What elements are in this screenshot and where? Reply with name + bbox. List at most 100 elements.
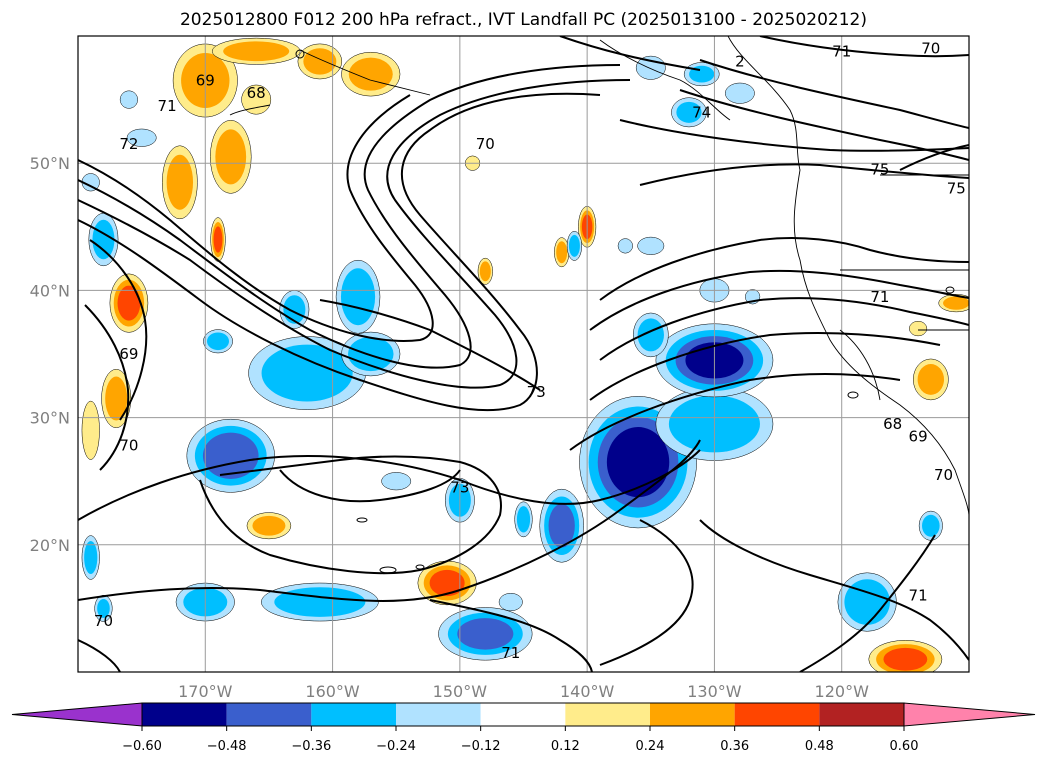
negative-anomaly-25 (635, 55, 666, 80)
shade-level (84, 541, 98, 575)
shade-level (556, 241, 568, 264)
negative-anomaly-10 (381, 472, 412, 491)
negative-anomaly-5 (279, 290, 310, 329)
contour-line (699, 519, 969, 661)
contour-line (78, 64, 621, 369)
plot-area (78, 36, 969, 672)
contour-line (589, 332, 941, 401)
colorbar-tick-label: 0.48 (805, 739, 834, 754)
lon-tick-label: 170°W (178, 682, 233, 701)
positive-anomaly-20 (868, 640, 943, 672)
positive-anomaly-19 (938, 294, 969, 313)
negative-anomaly-20 (637, 236, 665, 255)
shade-level (676, 101, 702, 123)
lon-tick-label: 120°W (815, 682, 870, 701)
positive-anomaly-14 (477, 257, 493, 285)
island (945, 286, 955, 294)
contour-line (78, 639, 121, 672)
shade-level (922, 514, 940, 537)
negative-anomaly-6 (248, 336, 366, 410)
positive-anomaly-8 (109, 273, 149, 333)
coastline (229, 104, 271, 116)
shade-level (303, 48, 337, 75)
positive-anomaly-13 (554, 237, 570, 268)
shade-level (340, 268, 376, 326)
colorbar-segment (226, 703, 312, 726)
lon-tick-label: 150°W (433, 682, 488, 701)
negative-anomaly-14 (579, 396, 697, 529)
shade-level (516, 506, 531, 533)
contour-label: 71 (832, 42, 851, 60)
colorbar-segment (565, 703, 650, 726)
contour-line (84, 304, 130, 471)
colorbar-frame (141, 702, 905, 727)
lon-tick-label: 130°W (687, 682, 742, 701)
axis-ticks: 170°W 160°W 150°W 140°W 130°W 120°W 20°N 30°N 40… (30, 154, 869, 701)
contour-line (799, 534, 936, 672)
contour-line (759, 36, 969, 58)
contour-label: 2 (735, 52, 745, 70)
shade-level (381, 472, 412, 491)
shade-level (548, 503, 575, 548)
contour-line (279, 469, 461, 503)
contour-label: 68 (247, 84, 266, 102)
contour-line (199, 455, 502, 575)
positive-anomaly-10 (81, 400, 100, 460)
shade-level (635, 55, 666, 80)
contour-label: 71 (870, 288, 889, 306)
contour-line (78, 439, 701, 602)
shade-level (241, 84, 272, 115)
coastline (839, 329, 881, 401)
positive-anomaly-6 (162, 145, 198, 220)
shade-level (479, 261, 491, 282)
negative-anomaly-22 (566, 231, 582, 261)
colorbar-tick-label: 0.60 (890, 739, 919, 754)
contour-line (639, 163, 969, 186)
contour-label: 73 (527, 383, 546, 401)
shade-level (943, 296, 969, 310)
colorbar-high-extend (903, 702, 1036, 727)
colorbar-segment (819, 703, 904, 726)
contour-label: 71 (158, 97, 177, 115)
shade-level (215, 129, 247, 185)
contour-labels: 69 68 71 72 70 74 2 71 70 75 75 71 69 70 73 73 68 69 70 71 7… (94, 40, 966, 662)
colorbar-tick-label: 0.24 (636, 739, 665, 754)
contour-line (619, 119, 969, 152)
shade-level (568, 234, 580, 257)
positive-anomaly-18 (909, 320, 928, 337)
contour-lines (78, 36, 969, 672)
shade-level (207, 332, 230, 351)
coastline (299, 49, 431, 96)
negative-anomaly-28 (261, 582, 379, 622)
negative-anomaly-17 (632, 312, 669, 358)
island (295, 49, 305, 59)
contour-line (429, 599, 593, 672)
colorbar-segment (142, 703, 227, 726)
shade-level (252, 515, 286, 536)
contour-label: 70 (476, 135, 495, 153)
contour-label: 69 (196, 72, 215, 90)
colorbar-segment (734, 703, 820, 726)
colorbar-segment (396, 703, 481, 726)
colorbar-tick-label: −0.36 (291, 739, 331, 754)
contour-line (599, 297, 969, 361)
contour-label: 72 (119, 135, 138, 153)
contour-line (89, 239, 148, 421)
shade-level (261, 344, 353, 402)
shade-level (105, 376, 128, 421)
shade-level (637, 236, 665, 255)
contour-line (899, 144, 969, 171)
contour-line (589, 269, 969, 331)
shade-level (637, 318, 664, 352)
contour-label: 71 (909, 587, 928, 605)
contour-line (679, 89, 969, 161)
colorbar-tick-label: −0.24 (376, 739, 416, 754)
lat-tick-label: 40°N (30, 281, 70, 300)
negative-anomaly-8 (203, 329, 233, 354)
positive-anomaly-1 (212, 37, 301, 65)
colorbar-segment (311, 703, 396, 726)
contour-label: 69 (119, 345, 138, 363)
negative-anomaly-0 (119, 90, 138, 109)
shade-level (81, 400, 100, 460)
shade-level (223, 41, 290, 62)
